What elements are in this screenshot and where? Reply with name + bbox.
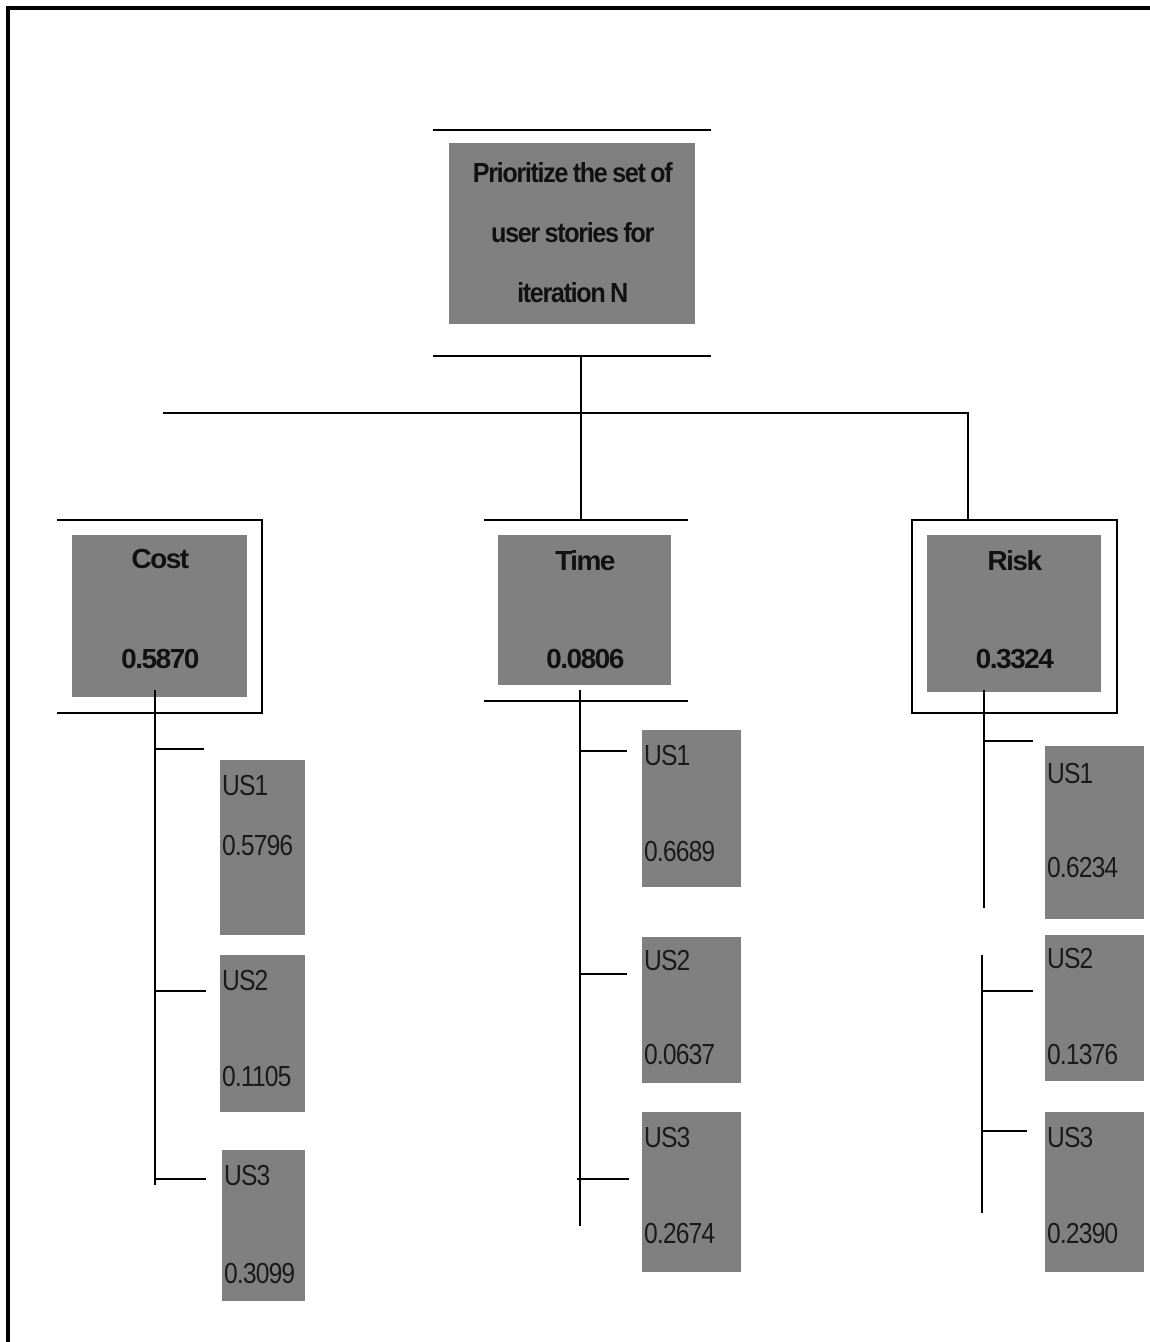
- frame-top-border: [6, 6, 1150, 10]
- risk-us1-node: US1 0.6234: [1045, 746, 1144, 919]
- frame-left-border: [6, 6, 10, 1342]
- risk-us2-node: US2 0.1376: [1045, 935, 1144, 1081]
- time-us1-value: 0.6689: [644, 836, 715, 868]
- cost-stem: [154, 690, 156, 1185]
- risk-us1-value: 0.6234: [1047, 852, 1118, 884]
- risk-stem-lower: [981, 955, 983, 1213]
- cost-us3-label: US3: [224, 1160, 270, 1192]
- time-top-rule: [484, 519, 688, 521]
- cost-us3-value: 0.3099: [224, 1258, 295, 1290]
- risk-us3-node: US3 0.2390: [1045, 1112, 1144, 1272]
- root-stem: [580, 356, 582, 520]
- root-top-rule: [433, 129, 711, 131]
- time-bottom-rule: [484, 700, 688, 702]
- criterion-cost-weight: 0.5870: [121, 643, 199, 674]
- time-us2-value: 0.0637: [644, 1039, 715, 1071]
- criterion-cost-name: Cost: [131, 543, 189, 574]
- cost-us2-node: US2 0.1105: [220, 955, 305, 1112]
- time-us2-label: US2: [644, 945, 690, 977]
- criterion-time-weight: 0.0806: [546, 643, 624, 674]
- risk-us2-connector: [981, 990, 1033, 992]
- time-us3-label: US3: [644, 1122, 690, 1154]
- criterion-cost: Cost 0.5870: [72, 535, 247, 697]
- root-line-2: user stories for: [491, 217, 654, 248]
- time-us3-value: 0.2674: [644, 1218, 715, 1250]
- time-us2-connector: [579, 973, 627, 975]
- time-us2-node: US2 0.0637: [642, 937, 741, 1083]
- time-us1-connector: [579, 750, 627, 752]
- risk-us1-connector: [983, 740, 1033, 742]
- risk-us2-label: US2: [1047, 943, 1093, 975]
- risk-us3-connector: [981, 1130, 1027, 1132]
- cost-us3-connector: [154, 1178, 206, 1180]
- cost-frame: [57, 519, 263, 714]
- risk-us3-label: US3: [1047, 1122, 1093, 1154]
- criterion-time: Time 0.0806: [498, 535, 671, 685]
- time-us3-connector: [577, 1178, 629, 1180]
- risk-us1-label: US1: [1047, 758, 1093, 790]
- root-line-1: Prioritize the set of: [472, 157, 673, 188]
- cost-us1-connector: [154, 748, 204, 750]
- risk-us3-value: 0.2390: [1047, 1218, 1118, 1250]
- criterion-time-name: Time: [555, 545, 615, 576]
- criterion-risk: Risk 0.3324: [927, 535, 1101, 692]
- risk-stem-upper: [983, 690, 985, 908]
- root-goal-node: Prioritize the set of user stories for i…: [449, 143, 695, 324]
- time-us1-label: US1: [644, 740, 690, 772]
- criterion-risk-weight: 0.3324: [975, 643, 1054, 674]
- criterion-risk-name: Risk: [987, 545, 1042, 576]
- time-us1-node: US1 0.6689: [642, 730, 741, 887]
- risk-frame: [911, 519, 1118, 714]
- risk-us2-value: 0.1376: [1047, 1039, 1118, 1071]
- cost-us1-node: US1 0.5796: [220, 760, 305, 935]
- cost-us1-label: US1: [222, 770, 268, 802]
- root-line-3: iteration N: [517, 277, 628, 308]
- cost-us2-label: US2: [222, 965, 268, 997]
- criteria-bus: [163, 412, 969, 414]
- risk-drop: [967, 412, 969, 520]
- cost-us2-connector: [154, 990, 206, 992]
- cost-us3-node: US3 0.3099: [222, 1150, 305, 1301]
- time-stem: [579, 690, 581, 1226]
- cost-us1-value: 0.5796: [222, 830, 293, 862]
- root-bottom-rule: [433, 355, 711, 357]
- time-us3-node: US3 0.2674: [642, 1112, 741, 1272]
- cost-us2-value: 0.1105: [222, 1061, 291, 1093]
